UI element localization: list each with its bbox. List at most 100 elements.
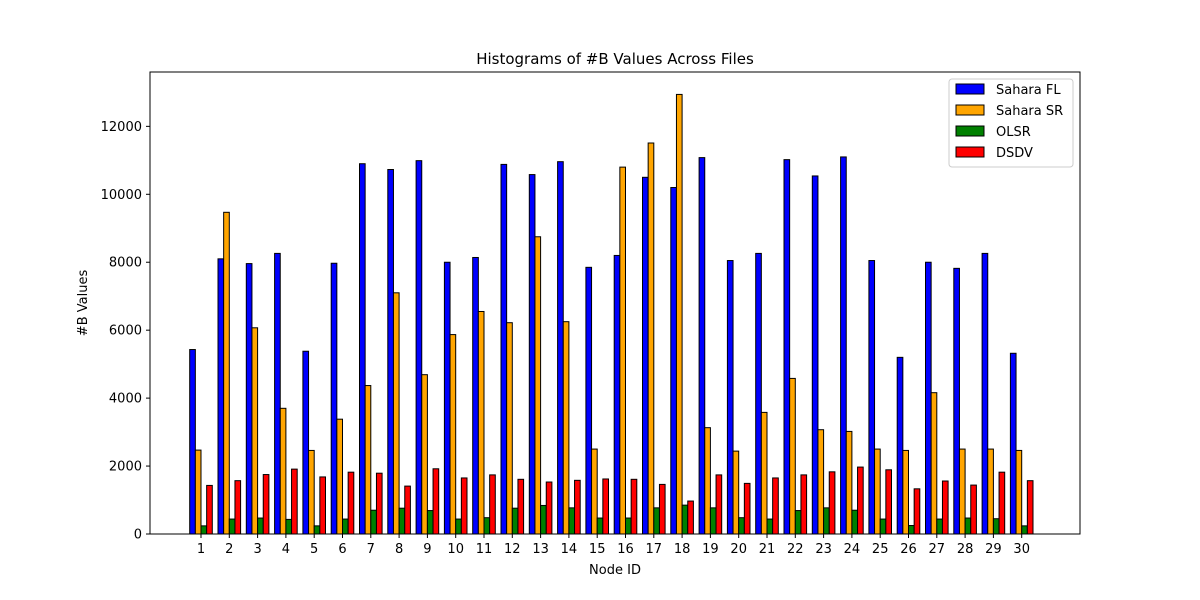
x-tick-label: 23 <box>815 542 832 557</box>
bar <box>228 518 236 535</box>
bar <box>308 449 315 535</box>
x-tick-label: 11 <box>476 542 493 557</box>
bar <box>619 166 626 535</box>
bar <box>1021 525 1028 535</box>
bar <box>443 261 451 535</box>
bar <box>557 161 564 535</box>
x-tick-label: 6 <box>338 542 346 557</box>
x-tick-label: 30 <box>1013 542 1030 557</box>
bar <box>704 427 711 535</box>
x-tick-label: 26 <box>900 542 917 557</box>
bar <box>585 266 593 535</box>
legend-swatch <box>955 125 985 137</box>
x-tick-label: 3 <box>253 542 261 557</box>
bar <box>647 142 655 535</box>
x-tick-label: 20 <box>730 542 747 557</box>
bar <box>715 474 723 535</box>
y-tick-label: 6000 <box>109 324 142 339</box>
bar <box>251 327 259 535</box>
x-tick-label: 24 <box>844 542 861 557</box>
bar <box>449 334 457 535</box>
legend-swatch <box>955 104 985 116</box>
bar <box>330 262 338 535</box>
bar <box>477 310 485 535</box>
bar <box>1026 480 1034 535</box>
legend: Sahara FL Sahara SR OLSR DSDV <box>948 78 1074 168</box>
x-tick-label: 14 <box>561 542 578 557</box>
bar <box>902 449 909 535</box>
bar <box>528 174 536 535</box>
bar <box>342 518 349 535</box>
bar <box>375 472 383 535</box>
bar <box>653 507 660 535</box>
bar <box>879 518 887 535</box>
bar <box>625 517 632 535</box>
bar <box>500 163 508 535</box>
bar <box>398 507 406 535</box>
bar <box>936 518 943 535</box>
bar <box>868 260 876 535</box>
x-tick-label: 18 <box>674 542 691 557</box>
bar <box>404 485 411 535</box>
y-tick-label: 4000 <box>109 392 142 407</box>
bar <box>359 163 366 535</box>
bar <box>336 418 344 535</box>
bar <box>992 518 1000 535</box>
bar <box>262 474 270 535</box>
x-tick-label: 2 <box>225 542 233 557</box>
bar <box>658 483 666 535</box>
bar <box>772 477 779 535</box>
bar <box>364 385 372 535</box>
bar <box>913 488 921 535</box>
bar <box>217 258 225 535</box>
bar <box>970 484 977 535</box>
legend-box <box>948 78 1074 168</box>
bar <box>257 517 264 535</box>
legend-swatch <box>955 146 985 158</box>
bar <box>760 411 768 535</box>
bar <box>291 468 298 535</box>
bar <box>698 157 706 535</box>
bar <box>642 176 649 535</box>
bar <box>517 478 525 535</box>
bar <box>840 156 847 535</box>
bar <box>200 525 208 535</box>
bar <box>743 482 751 535</box>
bar <box>483 517 491 535</box>
x-tick-label: 12 <box>504 542 521 557</box>
bar <box>568 507 576 535</box>
bar <box>789 377 796 535</box>
bar <box>811 175 819 535</box>
bar <box>687 500 694 535</box>
x-tick-label: 22 <box>787 542 804 557</box>
legend-label: Sahara FL <box>996 83 1061 98</box>
bar <box>925 261 932 535</box>
x-tick-label: 10 <box>447 542 464 557</box>
bar <box>370 509 377 535</box>
bar <box>426 510 434 535</box>
bar <box>234 480 242 535</box>
bar <box>574 479 581 535</box>
bar <box>285 518 293 535</box>
y-tick-label: 8000 <box>109 256 142 271</box>
bar <box>591 448 598 535</box>
bar <box>302 350 310 535</box>
bar <box>472 256 479 535</box>
bar <box>392 292 400 535</box>
bar <box>489 474 496 535</box>
bar <box>602 478 609 535</box>
bar <box>845 430 853 535</box>
bar <box>455 518 462 535</box>
bar <box>540 504 547 535</box>
bar <box>274 252 281 535</box>
bar <box>562 321 570 535</box>
x-tick-label: 5 <box>310 542 318 557</box>
bar <box>279 407 287 535</box>
bar <box>206 484 213 535</box>
bar <box>987 448 994 535</box>
bar <box>896 356 904 535</box>
legend-label: DSDV <box>996 146 1033 161</box>
bar <box>432 468 440 535</box>
x-tick-label: 9 <box>423 542 431 557</box>
